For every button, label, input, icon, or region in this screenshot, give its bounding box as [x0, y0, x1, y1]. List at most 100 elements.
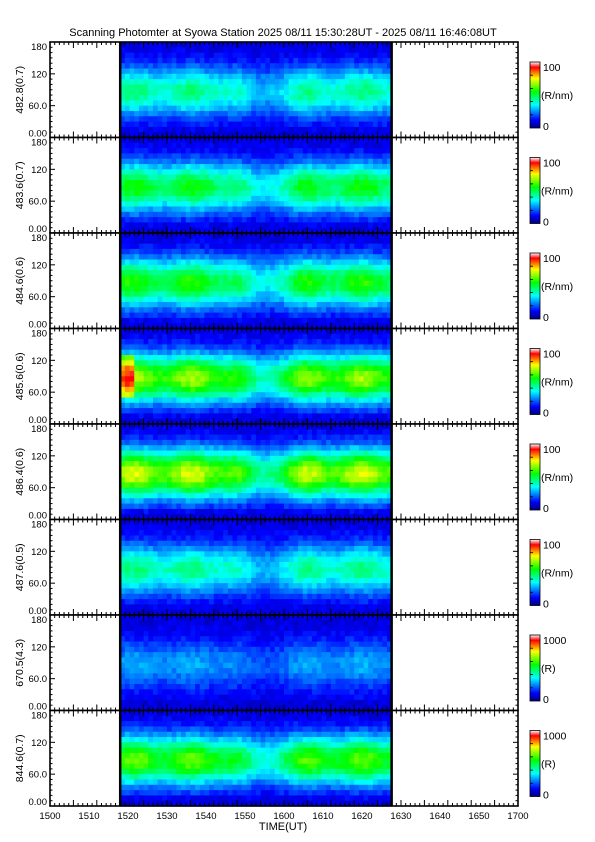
heatmap-cell — [321, 217, 327, 223]
heatmap-cell — [330, 153, 337, 160]
heatmap-cell — [223, 233, 229, 239]
heatmap-cell — [218, 89, 224, 96]
heatmap-cell — [209, 233, 215, 239]
heatmap-cell — [120, 63, 126, 70]
heatmap-cell — [185, 286, 191, 292]
heatmap-cell — [260, 280, 266, 287]
heatmap-cell — [302, 248, 308, 255]
heatmap-cell — [152, 370, 159, 377]
heatmap-cell — [162, 317, 168, 324]
heatmap-cell — [330, 307, 337, 314]
heatmap-cell — [274, 116, 280, 123]
heatmap-cell — [190, 365, 196, 372]
heatmap-cell — [349, 217, 355, 223]
heatmap-cell — [255, 105, 262, 112]
heatmap-cell — [213, 233, 220, 239]
heatmap-cell — [255, 333, 262, 340]
heatmap-cell — [237, 238, 243, 245]
heatmap-cell — [349, 142, 355, 149]
heatmap-cell — [129, 301, 135, 308]
heatmap-cell — [279, 95, 285, 101]
heatmap-cell — [167, 291, 173, 298]
heatmap-cell — [120, 153, 126, 160]
heatmap-cell — [195, 190, 201, 197]
heatmap-cell — [199, 42, 206, 48]
heatmap-cell — [204, 418, 210, 425]
heatmap-cell — [162, 344, 168, 351]
heatmap-cell — [326, 57, 332, 64]
heatmap-cell — [363, 89, 369, 96]
heatmap-cell — [269, 365, 276, 372]
heatmap-cell — [354, 227, 360, 234]
heatmap-cell — [298, 312, 304, 319]
heatmap-cell — [265, 73, 271, 80]
heatmap-cell — [162, 169, 168, 176]
heatmap-cell — [293, 397, 299, 404]
heatmap-cell — [181, 110, 187, 117]
heatmap-cell — [241, 280, 248, 287]
heatmap-cell — [232, 148, 238, 155]
heatmap-cell — [335, 174, 341, 181]
heatmap-cell — [260, 317, 266, 324]
heatmap-cell — [382, 73, 388, 80]
heatmap-cell — [185, 195, 191, 202]
heatmap-cell — [213, 333, 220, 340]
heatmap-cell — [227, 418, 234, 425]
heatmap-cell — [148, 275, 154, 282]
heatmap-cell — [265, 312, 271, 319]
heatmap-cell — [269, 339, 276, 346]
heatmap-cell — [218, 333, 224, 340]
heatmap-cell — [204, 344, 210, 351]
heatmap-cell — [349, 301, 355, 308]
heatmap-cell — [246, 100, 252, 107]
heatmap-cell — [284, 148, 290, 155]
heatmap-cell — [265, 238, 271, 245]
heatmap-cell — [120, 264, 126, 271]
heatmap-cell — [349, 169, 355, 176]
heatmap-cell — [199, 392, 206, 399]
heatmap-cell — [288, 402, 294, 409]
heatmap-cell — [349, 105, 355, 112]
heatmap-cell — [382, 100, 388, 107]
heatmap-cell — [129, 206, 135, 213]
heatmap-cell — [171, 105, 177, 112]
heatmap-cell — [372, 360, 379, 367]
heatmap-cell — [190, 100, 196, 107]
heatmap-cell — [162, 365, 168, 372]
heatmap-cell — [246, 307, 252, 314]
heatmap-cell — [302, 301, 308, 308]
heatmap-cell — [134, 100, 140, 107]
heatmap-cell — [340, 381, 346, 388]
heatmap-cell — [382, 286, 388, 292]
heatmap-cell — [316, 381, 323, 388]
heatmap-cell — [316, 376, 323, 383]
heatmap-cell — [129, 402, 135, 409]
heatmap-cell — [284, 418, 290, 425]
heatmap-cell — [274, 376, 280, 383]
heatmap-cell — [288, 376, 294, 383]
heatmap-cell — [209, 291, 215, 298]
heatmap-cell — [269, 280, 276, 287]
heatmap-cell — [232, 301, 238, 308]
heatmap-cell — [269, 174, 276, 181]
heatmap-cell — [181, 296, 187, 303]
heatmap-cell — [358, 179, 365, 186]
heatmap-cell — [176, 100, 182, 107]
heatmap-cell — [134, 408, 140, 414]
heatmap-cell — [209, 68, 215, 75]
heatmap-cell — [269, 52, 276, 59]
heatmap-cell — [260, 174, 266, 181]
heatmap-cell — [372, 63, 379, 70]
heatmap-cell — [185, 328, 191, 335]
heatmap-cell — [354, 360, 360, 367]
heatmap-cell — [372, 270, 379, 277]
heatmap-cell — [298, 365, 304, 372]
y-tick-label: 60.0 — [29, 292, 48, 303]
heatmap-cell — [330, 365, 337, 372]
heatmap-cell — [176, 227, 182, 234]
heatmap-cell — [382, 233, 388, 239]
heatmap-cell — [171, 328, 177, 335]
heatmap-cell — [134, 190, 140, 197]
heatmap-cell — [157, 408, 163, 414]
heatmap-cell — [260, 344, 266, 351]
